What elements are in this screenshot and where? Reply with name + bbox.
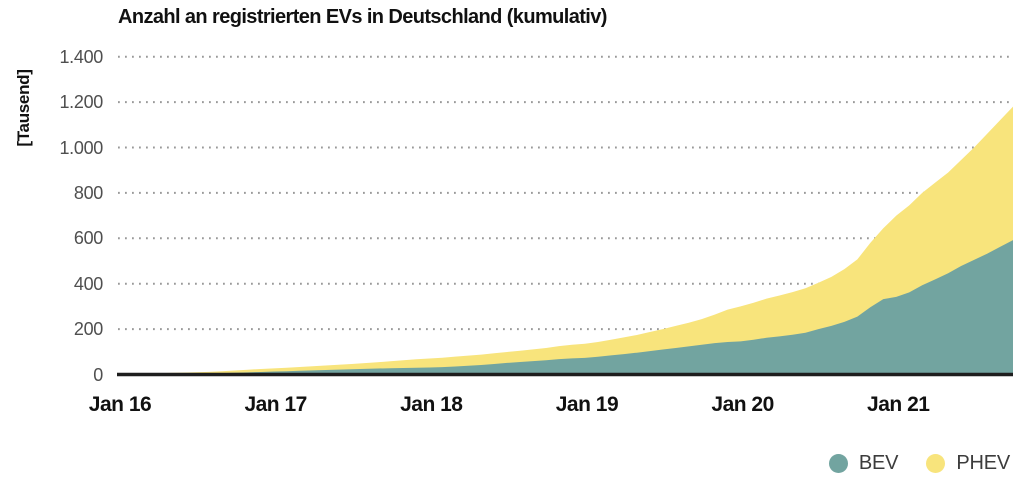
bev-area — [118, 240, 1013, 375]
x-tick-label-jan-19: Jan 19 — [555, 393, 619, 416]
y-tick-label-1.200: 1.200 — [59, 92, 103, 113]
legend-dot-phev — [926, 454, 946, 473]
x-tick-label-jan-21: Jan 21 — [867, 393, 930, 416]
legend-item-bev: BEV — [828, 452, 899, 475]
y-tick-label-200: 200 — [73, 319, 103, 340]
y-tick-label-1.000: 1.000 — [59, 137, 103, 158]
y-tick-label-600: 600 — [73, 228, 103, 249]
y-tick-label-0: 0 — [93, 364, 103, 385]
legend-item-phev: PHEV — [926, 452, 1010, 475]
legend-label-phev: PHEV — [956, 452, 1010, 474]
chart-title: Anzahl an registrierten EVs in Deutschla… — [118, 6, 607, 28]
x-tick-label-jan-20: Jan 20 — [711, 393, 774, 416]
y-tick-label-1.400: 1.400 — [59, 46, 103, 67]
x-tick-label-jan-16: Jan 16 — [88, 393, 152, 416]
legend-label-bev: BEV — [858, 452, 899, 474]
y-tick-label-400: 400 — [73, 273, 103, 294]
legend-dot-bev — [828, 454, 848, 473]
phev-area — [118, 106, 1013, 375]
chart-legend: BEV PHEV — [828, 452, 1010, 475]
y-tick-label-800: 800 — [73, 182, 103, 203]
x-tick-label-jan-17: Jan 17 — [244, 393, 307, 416]
x-tick-label-jan-18: Jan 18 — [400, 393, 463, 416]
